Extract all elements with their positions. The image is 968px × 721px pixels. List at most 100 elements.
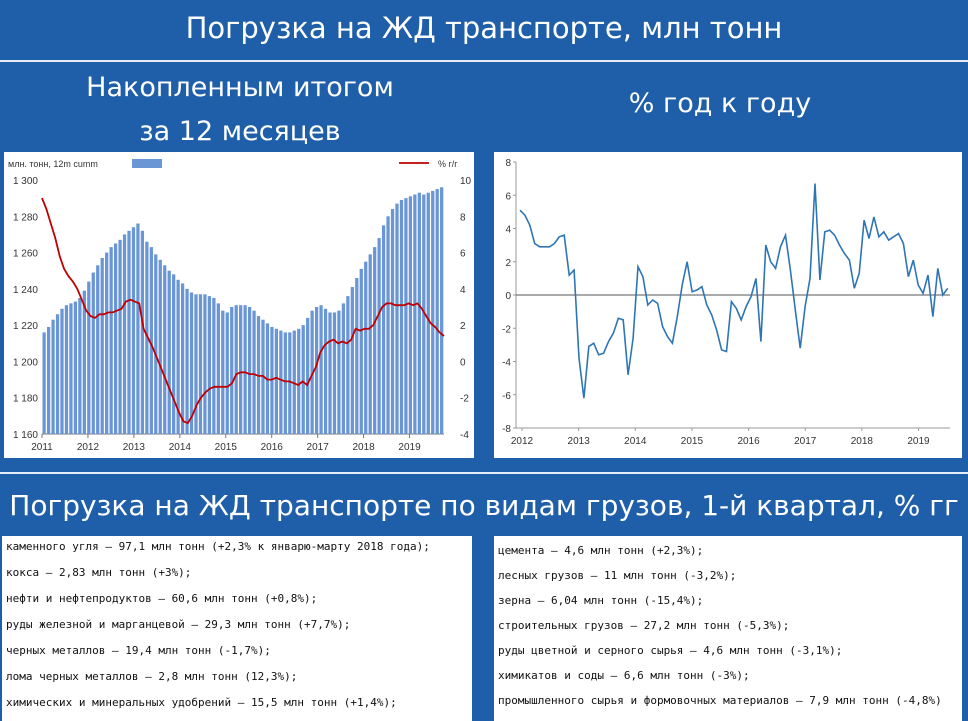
bar (131, 227, 136, 434)
bar (413, 194, 417, 434)
list-item: зерна – 6,04 млн тонн (-15,4%); (498, 594, 704, 607)
bar (118, 239, 122, 434)
bar (395, 203, 399, 434)
bar (234, 305, 238, 434)
y-tick-label: 0 (505, 291, 511, 302)
bar (323, 308, 328, 434)
x-tick-label: 2011 (31, 442, 53, 453)
bar (198, 294, 203, 434)
bar (288, 332, 292, 434)
list-item: строительных грузов – 27,2 млн тонн (-5,… (498, 619, 790, 632)
bar (113, 243, 118, 434)
bar (435, 189, 439, 434)
y-right-tick-label: 8 (460, 212, 466, 223)
bar (252, 310, 256, 434)
bar (154, 254, 158, 434)
list-item: цемента – 4,6 млн тонн (+2,3%); (498, 544, 704, 557)
bar (310, 310, 314, 434)
list-item: химических и минеральных удобрений – 15,… (6, 696, 397, 709)
left-subtitle-line2: за 12 месяцев (139, 116, 341, 147)
cargo-list-left: каменного угля – 97,1 млн тонн (+2,3% к … (2, 536, 472, 721)
bar (230, 307, 234, 434)
y-tick-label: -6 (502, 391, 511, 402)
bar (73, 301, 78, 434)
x-tick-label: 2015 (215, 442, 238, 453)
y-right-tick-label: 6 (460, 249, 466, 260)
list-item: лома черных металлов – 2,8 млн тонн (12,… (6, 670, 298, 683)
x-tick-label: 2014 (624, 436, 647, 447)
x-tick-label: 2016 (737, 436, 760, 447)
bar (341, 303, 346, 434)
legend-bar-swatch (132, 159, 162, 168)
x-tick-label: 2013 (568, 436, 591, 447)
bar (127, 230, 131, 434)
legend-bar-label: млн. тонн, 12m cumm (8, 159, 98, 169)
cargo-list-right: цемента – 4,6 млн тонн (+2,3%); лесных г… (494, 536, 962, 721)
bar (176, 279, 180, 434)
bar (373, 247, 377, 434)
bar (140, 230, 145, 434)
bar (207, 296, 212, 434)
bar (301, 325, 305, 434)
list-item: руды цветной и серного сырья – 4,6 млн т… (498, 644, 843, 657)
bar (221, 310, 225, 434)
bar (145, 241, 149, 434)
left-subtitle: Накопленным итогом за 12 месяцев (50, 66, 430, 154)
bar (194, 294, 198, 434)
x-tick-label: 2016 (261, 442, 284, 453)
bar (381, 225, 386, 434)
bar (440, 187, 444, 434)
y-left-tick-label: 1 220 (13, 321, 38, 332)
x-tick-label: 2017 (794, 436, 817, 447)
bar (386, 216, 390, 434)
y-tick-label: -4 (502, 358, 511, 369)
bar (283, 332, 287, 434)
bar (46, 326, 51, 434)
bar (185, 288, 189, 434)
bar (390, 209, 395, 434)
y-tick-label: 2 (505, 258, 511, 269)
list-item: химикатов и соды – 6,6 млн тонн (-3%); (498, 669, 750, 682)
bar (158, 259, 162, 434)
bar (417, 192, 421, 434)
series-line (41, 197, 445, 425)
x-tick-label: 2017 (307, 442, 330, 453)
bar (247, 307, 252, 434)
bar (136, 223, 140, 434)
bar (163, 265, 167, 434)
bar (337, 310, 341, 434)
y-tick-label: -2 (502, 324, 511, 335)
bar (225, 312, 229, 434)
bar (350, 287, 354, 434)
yoy-chart-panel: 8 6 4 2 0 -2 -4 -6 -8 2012 2013 2014 2015 2016 2017 201… (494, 152, 962, 458)
divider (0, 60, 968, 62)
bar (319, 305, 323, 434)
y-right-tick-label: 10 (460, 176, 472, 187)
bar (274, 328, 279, 434)
x-tick-label: 2019 (907, 436, 930, 447)
bar (399, 199, 404, 434)
bar (243, 305, 247, 434)
bar (180, 283, 185, 434)
bar (359, 268, 363, 434)
bar (377, 238, 381, 434)
list-item: нефти и нефтепродуктов – 60,6 млн тонн (… (6, 592, 318, 605)
cargo-types-title: Погрузка на ЖД транспорте по видам грузо… (9, 489, 959, 522)
y-left-tick-label: 1 200 (13, 357, 38, 368)
bar (167, 270, 171, 434)
bar (69, 303, 73, 434)
left-subtitle-line1: Накопленным итогом (86, 72, 394, 103)
list-item: руды железной и марганцевой – 29,3 млн т… (6, 618, 351, 631)
y-tick-label: 8 (505, 158, 511, 169)
bar (109, 247, 113, 434)
bar (189, 292, 194, 434)
bar (203, 294, 207, 434)
bar (292, 330, 296, 434)
bar (408, 196, 413, 434)
bar (431, 190, 435, 434)
y-left-tick-label: 1 300 (13, 176, 38, 187)
bar (270, 326, 274, 434)
bar (216, 303, 220, 434)
bar (42, 332, 46, 434)
